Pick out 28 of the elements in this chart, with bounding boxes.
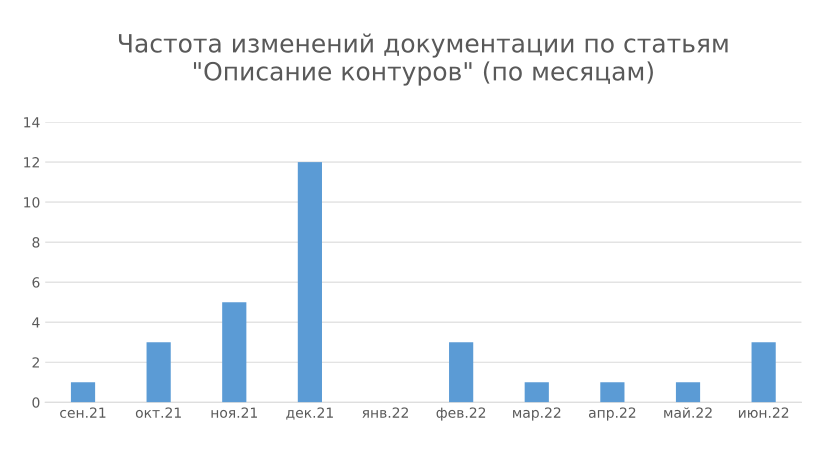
- x-tick-label: дек.21: [286, 407, 333, 420]
- y-tick-label: 6: [32, 277, 40, 288]
- bar: [752, 342, 776, 402]
- bar: [298, 162, 322, 402]
- chart-title: Частота изменений документации по статьям "Описание контуров" (по месяцам): [118, 34, 728, 86]
- x-tick-label: янв.22: [362, 407, 408, 418]
- x-tick-label: окт.21: [136, 407, 181, 418]
- x-tick-label: июн.22: [738, 407, 788, 418]
- bar: [146, 342, 171, 402]
- bar: [676, 382, 700, 402]
- bar: [222, 302, 246, 402]
- y-tick-label: 8: [32, 237, 40, 248]
- x-tick-label: май.22: [664, 407, 712, 418]
- y-tick-label: 0: [32, 397, 40, 408]
- bar: [600, 382, 624, 402]
- x-tick-label: апр.22: [588, 407, 636, 421]
- x-tick-label: мар.22: [513, 407, 560, 421]
- x-tick-label: сен.21: [60, 407, 106, 418]
- x-tick-label: фев.22: [436, 407, 486, 421]
- bar: [449, 342, 474, 402]
- y-tick-label: 4: [32, 317, 40, 328]
- y-tick-label: 12: [24, 157, 39, 168]
- bar: [70, 382, 96, 402]
- y-tick-label: 2: [32, 357, 39, 368]
- x-tick-label: ноя.21: [212, 407, 257, 418]
- bar: [524, 382, 549, 402]
- y-tick-label: 10: [24, 197, 40, 208]
- y-tick-label: 14: [24, 117, 40, 128]
